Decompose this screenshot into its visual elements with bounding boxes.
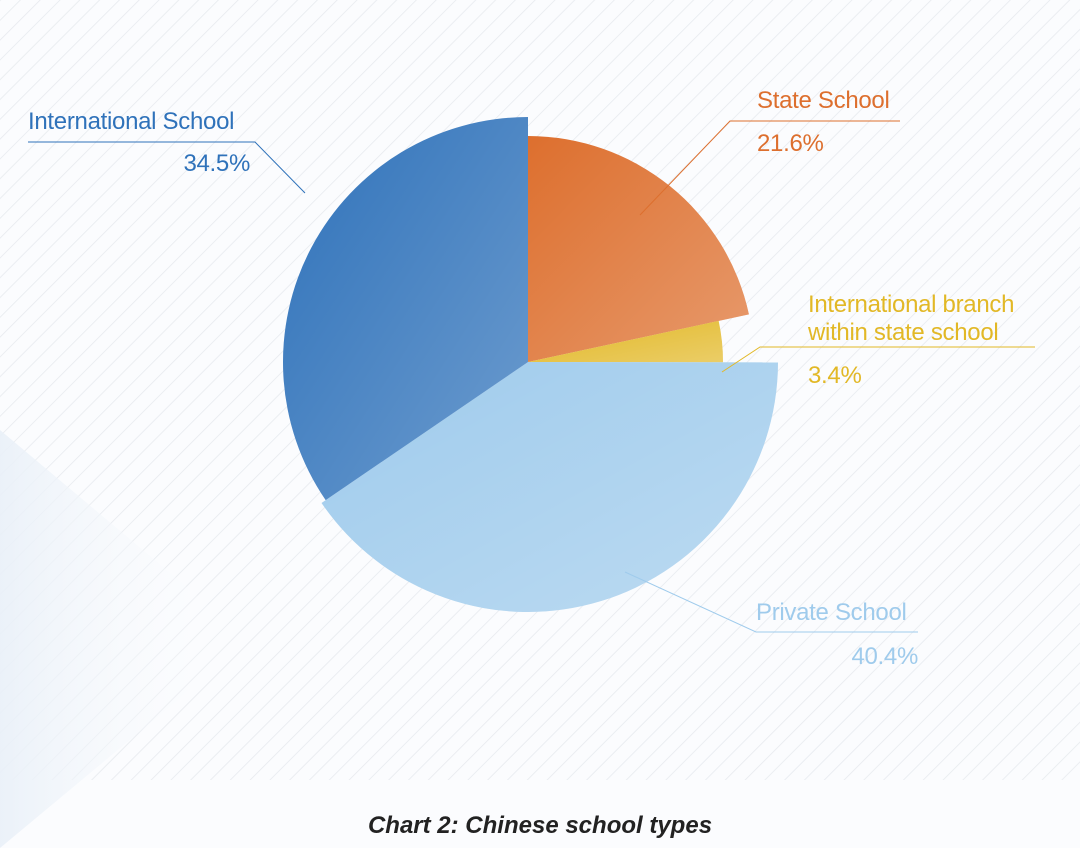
leader-line [624,571,918,633]
category-label: State School [757,87,890,114]
slice-shade [528,136,749,362]
leader-lines [28,120,1035,633]
leader-line [28,141,306,194]
slice-shade [321,362,778,613]
leader-line [721,346,1035,373]
value-label: 21.6% [757,130,824,157]
category-label: International School [28,108,235,135]
background-shape [0,430,250,848]
category-label: Private School [756,599,907,626]
value-label: 40.4% [851,643,918,670]
leader-line [639,120,900,216]
value-label: 34.5% [183,150,250,177]
value-label: 3.4% [808,362,862,389]
slice-shade [283,117,528,501]
pie [283,117,778,613]
slice-shade [528,320,723,363]
category-label: International branch within state school [808,291,1015,346]
chart-title: Chart 2: Chinese school types [367,812,713,839]
